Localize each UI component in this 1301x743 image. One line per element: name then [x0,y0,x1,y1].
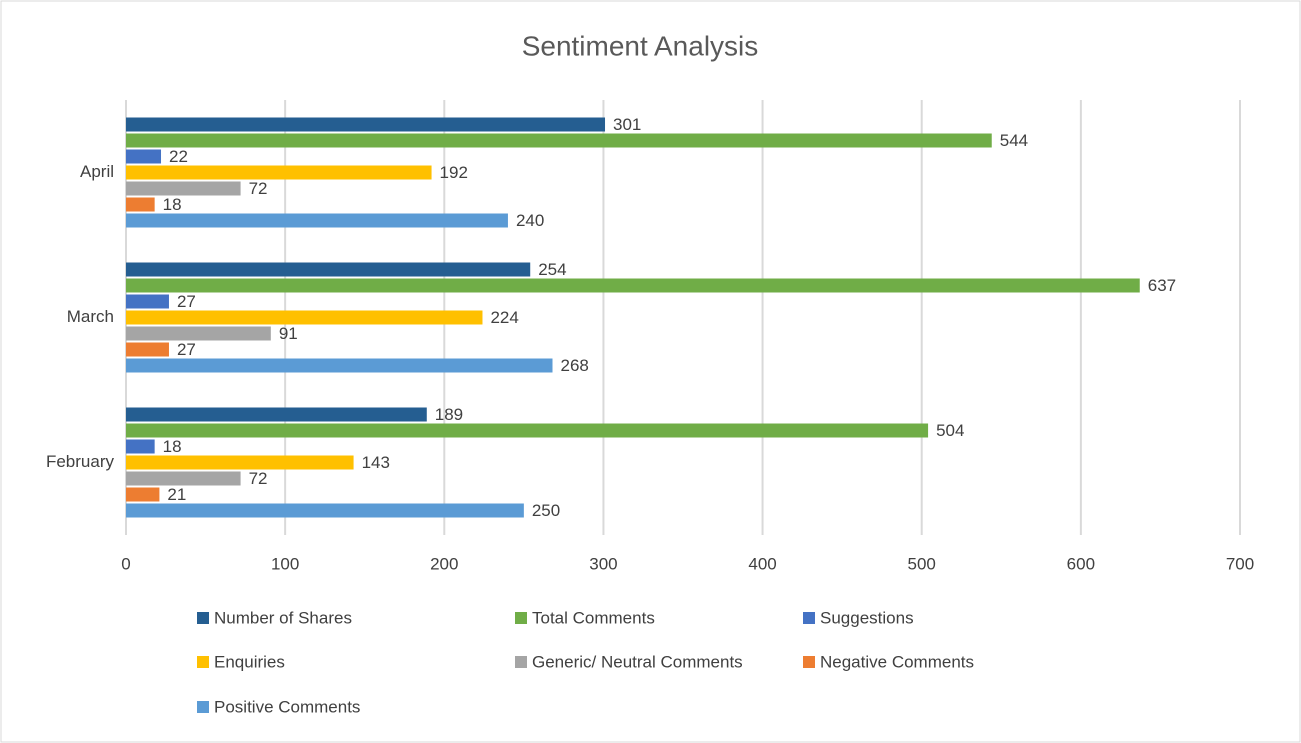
x-tick-label: 300 [589,554,617,573]
bar [126,278,1140,293]
data-label: 224 [490,308,518,327]
legend-swatch [197,701,209,713]
data-label: 91 [279,324,298,343]
legend-label: Number of Shares [214,608,352,627]
data-label: 72 [249,469,268,488]
data-label: 27 [177,292,196,311]
bar [126,439,155,454]
legend-swatch [803,612,815,624]
bar [126,181,241,196]
bar [126,503,524,518]
data-label: 189 [435,405,463,424]
bar [126,487,160,502]
data-label: 18 [163,195,182,214]
data-label: 301 [613,115,641,134]
x-tick-label: 700 [1226,554,1254,573]
data-label: 27 [177,340,196,359]
data-label: 254 [538,260,566,279]
legend-swatch [197,612,209,624]
x-tick-label: 0 [121,554,130,573]
legend-swatch [515,656,527,668]
legend-swatch [515,612,527,624]
x-tick-label: 600 [1067,554,1095,573]
data-label: 72 [249,179,268,198]
data-label: 18 [163,437,182,456]
bar [126,117,606,132]
y-tick-label: March [67,307,114,326]
bar [126,423,929,438]
bar [126,294,169,309]
bar [126,133,992,148]
y-tick-label: February [46,452,115,471]
data-label: 637 [1148,276,1176,295]
data-label: 143 [362,453,390,472]
data-label: 21 [167,485,186,504]
data-label: 504 [936,421,964,440]
legend-label: Negative Comments [820,652,974,671]
bar [126,326,271,341]
x-tick-label: 200 [430,554,458,573]
bar [126,262,531,277]
chart-title: Sentiment Analysis [522,30,759,61]
bar [126,213,508,228]
data-label: 268 [561,356,589,375]
data-label: 240 [516,211,544,230]
legend-label: Positive Comments [214,697,360,716]
bar [126,358,553,373]
legend-label: Generic/ Neutral Comments [532,652,743,671]
bar [126,165,432,180]
data-label: 192 [440,163,468,182]
y-tick-label: April [80,162,114,181]
bar [126,342,169,357]
bar [126,149,162,164]
x-tick-label: 100 [271,554,299,573]
legend-label: Total Comments [532,608,655,627]
x-tick-label: 400 [748,554,776,573]
legend-swatch [197,656,209,668]
bar [126,310,483,325]
bar [126,455,354,470]
legend-swatch [803,656,815,668]
legend-label: Suggestions [820,608,914,627]
legend-label: Enquiries [214,652,285,671]
x-tick-label: 500 [908,554,936,573]
bar [126,407,427,422]
bar [126,471,241,486]
data-label: 544 [1000,131,1028,150]
bar [126,197,155,212]
data-label: 250 [532,501,560,520]
data-label: 22 [169,147,188,166]
